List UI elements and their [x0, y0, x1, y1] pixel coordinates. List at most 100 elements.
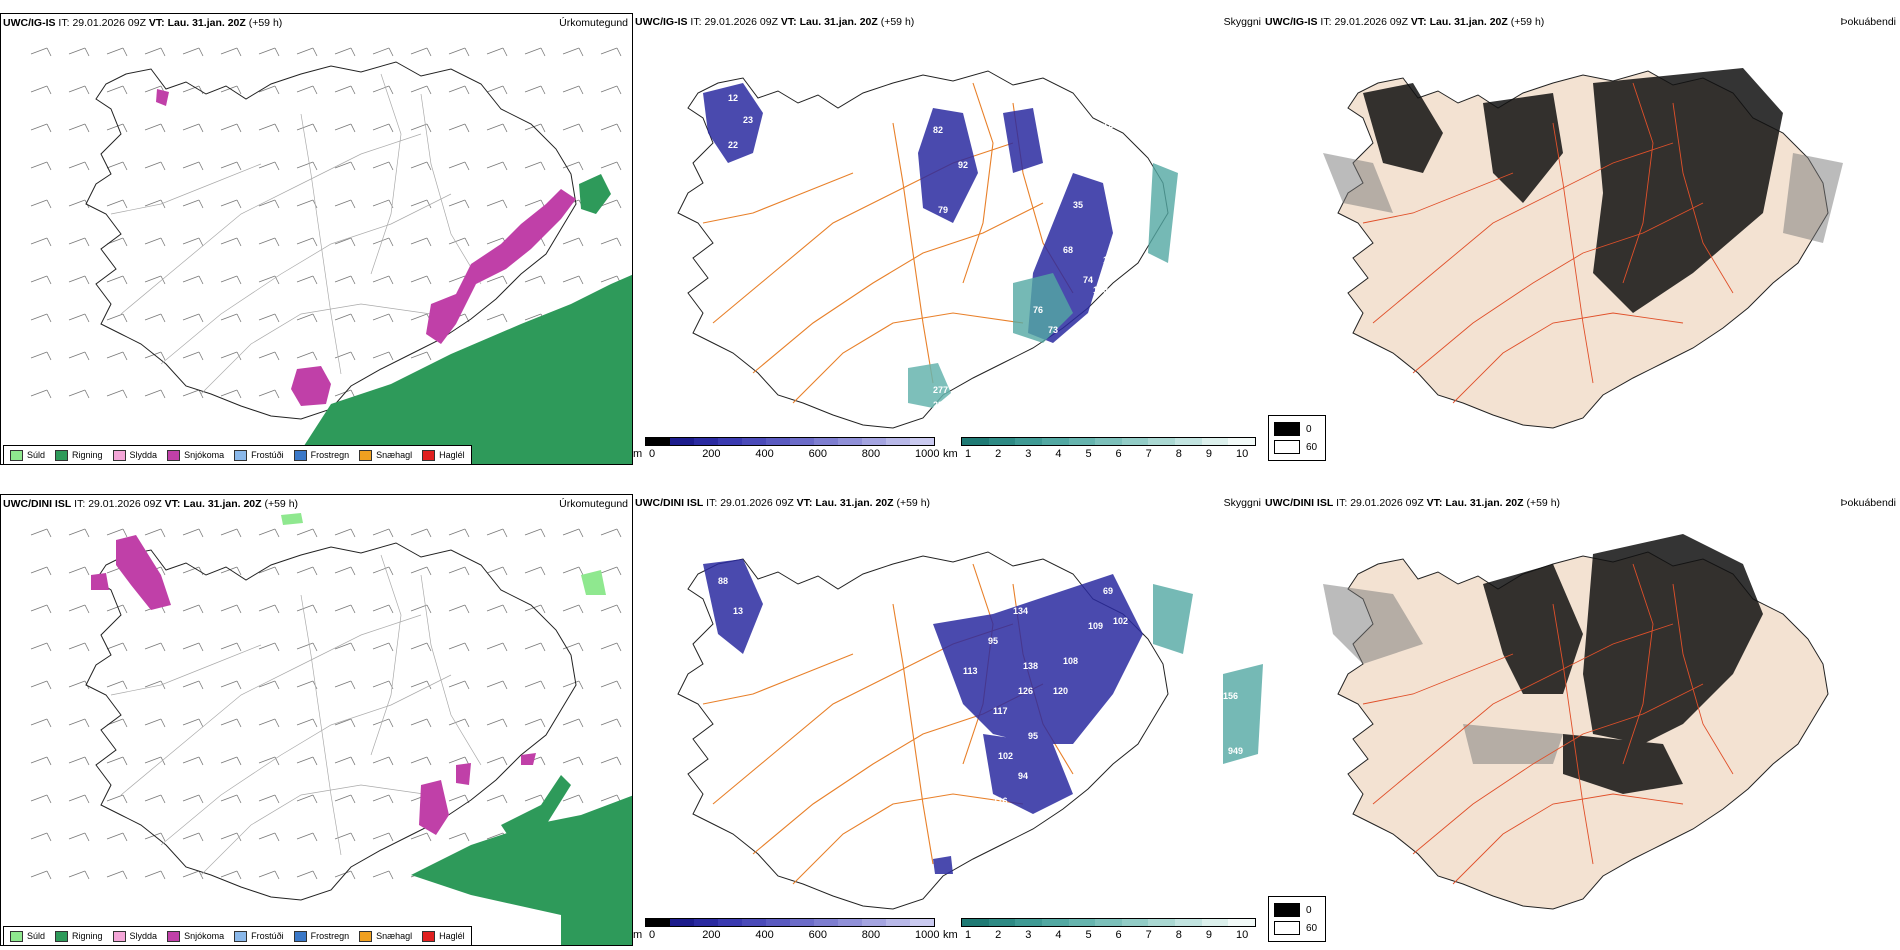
- wind-barb-feather: [464, 528, 470, 538]
- ceiling-value-label: 95: [1028, 731, 1038, 741]
- wind-barb-feather: [540, 680, 546, 690]
- wind-barb: [486, 313, 504, 321]
- wind-barb-feather: [84, 47, 90, 57]
- wind-barb: [258, 85, 276, 93]
- precip-type-map-row2: [30, 513, 632, 945]
- wind-barb-feather: [122, 351, 128, 361]
- panel-title: Skyggni: [1223, 16, 1261, 28]
- wind-barb-feather: [502, 642, 508, 652]
- ceiling-value-label: 116: [993, 796, 1008, 806]
- fog-legend-item: 60: [1274, 440, 1317, 454]
- wind-barb-feather: [464, 161, 470, 171]
- legend-label: Frostregn: [310, 931, 350, 941]
- wind-barb-feather: [84, 832, 90, 842]
- wind-barb-feather: [616, 199, 622, 209]
- wind-barb-feather: [274, 566, 280, 576]
- wind-barb: [486, 123, 504, 131]
- legend-label: Rigning: [72, 450, 103, 460]
- fog-legend-swatch: [1274, 921, 1300, 935]
- wind-barb-feather: [388, 604, 394, 614]
- wind-barb-feather: [46, 199, 52, 209]
- wind-barb: [410, 832, 428, 840]
- line-feature: [160, 674, 452, 846]
- wind-barb: [144, 237, 162, 245]
- wind-barb-feather: [122, 642, 128, 652]
- wind-barb-feather: [160, 718, 166, 728]
- fog-area: [1483, 534, 1763, 794]
- wind-barb-feather: [198, 123, 204, 133]
- colorbar-step: [1068, 438, 1096, 445]
- low-ceiling-area-south: [933, 856, 953, 874]
- wind-barb: [182, 756, 200, 764]
- wind-barb: [562, 123, 580, 131]
- wind-barb-feather: [274, 642, 280, 652]
- wind-barb-feather: [312, 123, 318, 133]
- wind-barb: [30, 389, 48, 397]
- colorbar-tick-label: 5: [1085, 929, 1092, 941]
- colorbar-step: [962, 919, 989, 926]
- precip-legend-item: Snjókoma: [167, 930, 225, 942]
- wind-barb: [334, 123, 352, 131]
- rain-area-east: [501, 775, 571, 840]
- wind-barb-feather: [274, 123, 280, 133]
- wind-barb-feather: [236, 389, 242, 399]
- precip-type-map-row1: [30, 47, 632, 464]
- ceiling-value-labels: 88 13 85 113 95 117 126 138 120 108 109 102 84 95 102 9…: [718, 576, 1243, 806]
- colorbar-tick-label: 7: [1145, 929, 1152, 941]
- wind-barb-feather: [122, 718, 128, 728]
- wind-barb-feather: [160, 680, 166, 690]
- wind-barb: [524, 275, 542, 283]
- wind-barb-feather: [312, 642, 318, 652]
- wind-barb: [30, 794, 48, 802]
- fog-legend-label: 0: [1306, 904, 1312, 916]
- wind-barb: [296, 199, 314, 207]
- wind-barb: [30, 604, 48, 612]
- wind-barb: [486, 85, 504, 93]
- wind-barb: [334, 528, 352, 536]
- wind-barb: [296, 275, 314, 283]
- wind-barb-feather: [84, 528, 90, 538]
- wind-barb: [524, 313, 542, 321]
- colorbar-tick-label: 1000: [915, 929, 940, 941]
- wind-barb-feather: [426, 199, 432, 209]
- wind-barb-feather: [616, 47, 622, 57]
- wind-barb-feather: [388, 313, 394, 323]
- wind-barb-feather: [274, 832, 280, 842]
- colorbar-step: [742, 919, 766, 926]
- wind-barb: [296, 161, 314, 169]
- legend-label: Snjókoma: [184, 450, 225, 460]
- wind-barb-feather: [616, 604, 622, 614]
- ceiling-value-label: 108: [1093, 285, 1108, 295]
- wind-barb-feather: [502, 47, 508, 57]
- colorbar-step: [790, 919, 814, 926]
- wind-barb: [562, 604, 580, 612]
- colorbar-tick-label: 9: [1205, 448, 1212, 460]
- wind-barb: [106, 794, 124, 802]
- wind-barb-feather: [312, 794, 318, 804]
- wind-barb-feather: [350, 275, 356, 285]
- header-row1-fog: UWC/IG-IS IT: 29.01.2026 09Z VT: Lau. 31…: [1265, 16, 1545, 28]
- wind-barb-feather: [236, 275, 242, 285]
- wind-barb: [144, 123, 162, 131]
- wind-barb-feather: [274, 870, 280, 880]
- wind-barb-feather: [540, 756, 546, 766]
- wind-barb: [144, 794, 162, 802]
- wind-barb-feather: [464, 85, 470, 95]
- legend-label: Snjókoma: [184, 931, 225, 941]
- wind-barb: [258, 123, 276, 131]
- wind-barb-feather: [616, 680, 622, 690]
- wind-barb: [220, 389, 238, 397]
- ceiling-value-label: 117: [993, 706, 1008, 716]
- legend-swatch: [234, 449, 248, 461]
- wind-barb: [106, 528, 124, 536]
- wind-barb-feather: [198, 756, 204, 766]
- precip-legend-item: Snæhagl: [359, 930, 412, 942]
- wind-barb: [334, 351, 352, 359]
- wind-barb-feather: [616, 718, 622, 728]
- wind-barb: [296, 237, 314, 245]
- wind-barb-feather: [312, 351, 318, 361]
- wind-barb-feather: [350, 832, 356, 842]
- wind-barb-feather: [274, 351, 280, 361]
- wind-barb: [296, 313, 314, 321]
- fog-legend-item: 60: [1274, 921, 1317, 935]
